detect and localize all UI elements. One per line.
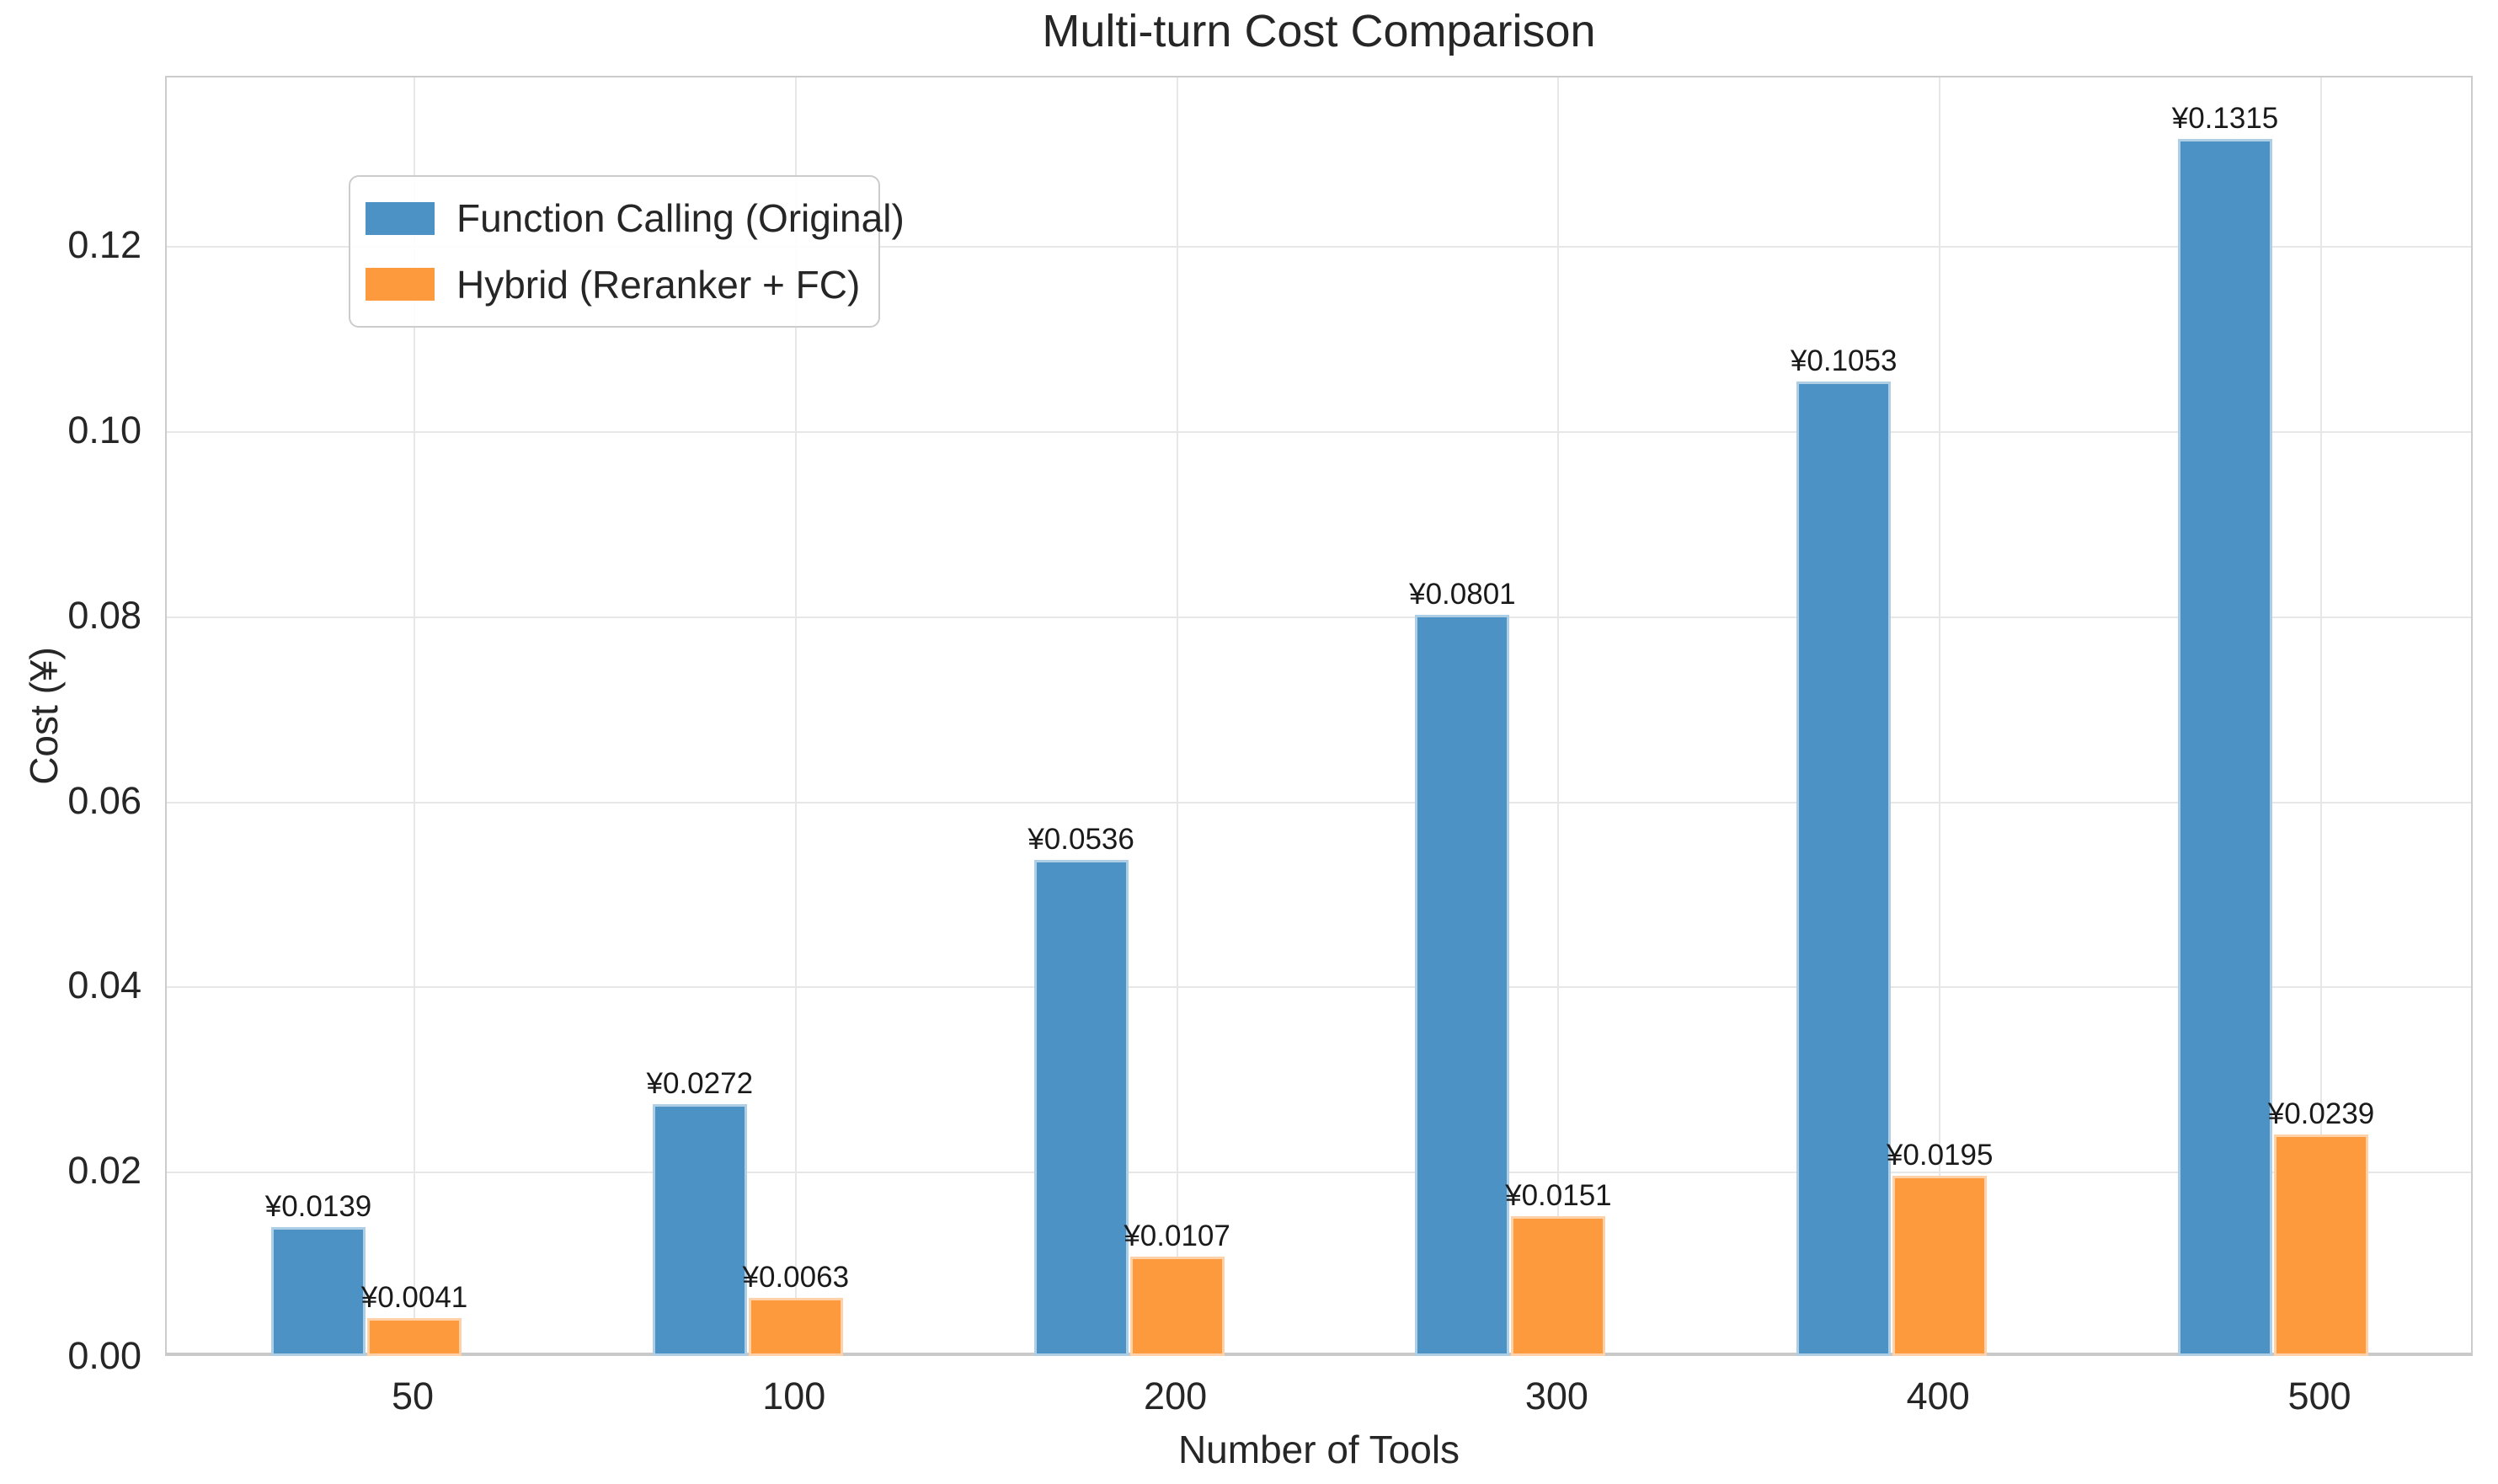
v-gridline <box>2320 77 2322 1353</box>
bar-fc-200 <box>1033 859 1129 1356</box>
v-gridline <box>1557 77 1560 1353</box>
bar-fc-400 <box>1796 381 1892 1356</box>
x-axis-label: Number of Tools <box>1177 1428 1460 1471</box>
h-gridline <box>167 801 2471 803</box>
legend-label: Function Calling (Original) <box>456 196 905 241</box>
h-gridline <box>167 246 2471 248</box>
legend-item-hybrid: Hybrid (Reranker + FC) <box>366 262 878 307</box>
x-tick-label: 100 <box>762 1375 826 1417</box>
v-gridline <box>1176 77 1178 1353</box>
x-tick-label: 50 <box>391 1375 435 1417</box>
bar-hybrid-400 <box>1892 1175 1988 1356</box>
y-tick-label: 0.12 <box>67 223 141 267</box>
bar-value-label: ¥0.0801 <box>1409 577 1516 611</box>
v-gridline <box>1939 77 1941 1353</box>
x-tick-label: 300 <box>1524 1375 1588 1417</box>
bar-fc-100 <box>652 1104 747 1356</box>
h-gridline <box>167 986 2471 989</box>
bar-hybrid-50 <box>367 1317 462 1356</box>
y-axis-label: Cost (¥) <box>22 647 66 785</box>
y-tick-label: 0.02 <box>67 1149 141 1193</box>
plot-area: ¥0.0139 ¥0.0272 ¥0.0536 ¥0.0801 ¥0.1053 ¥0.13… <box>165 76 2473 1356</box>
bar-fc-500 <box>2178 138 2272 1356</box>
x-tick-label: 200 <box>1144 1375 1208 1417</box>
y-tick-label: 0.06 <box>67 778 141 822</box>
legend-swatch-orange <box>366 268 435 302</box>
legend: Function Calling (Original) Hybrid (Rera… <box>349 175 905 328</box>
h-gridline <box>167 616 2471 618</box>
bar-hybrid-200 <box>1129 1257 1225 1356</box>
bar-hybrid-100 <box>748 1297 843 1356</box>
legend-swatch-blue <box>366 201 435 235</box>
legend-label: Hybrid (Reranker + FC) <box>456 262 861 307</box>
h-gridline <box>167 430 2471 433</box>
x-tick-label: 400 <box>1906 1375 1970 1417</box>
bar-hybrid-300 <box>1511 1216 1606 1356</box>
y-tick-label: 0.10 <box>67 408 141 451</box>
y-tick-label: 0.04 <box>67 964 141 1007</box>
v-gridline <box>414 77 415 1353</box>
bar-value-label: ¥0.0139 <box>264 1190 372 1224</box>
bar-value-label: ¥0.0239 <box>2267 1097 2375 1131</box>
y-tick-label: 0.08 <box>67 593 141 637</box>
bar-fc-300 <box>1415 614 1510 1356</box>
chart-title: Multi-turn Cost Comparison <box>1042 6 1596 56</box>
bar-value-label: ¥0.0041 <box>360 1280 468 1314</box>
bar-value-label: ¥0.0063 <box>742 1260 850 1294</box>
bar-value-label: ¥0.1053 <box>1790 344 1898 377</box>
v-gridline <box>794 77 797 1353</box>
bar-value-label: ¥0.1315 <box>2171 101 2279 135</box>
y-tick-label: 0.00 <box>67 1334 141 1377</box>
h-gridline <box>167 1172 2471 1174</box>
bar-hybrid-500 <box>2274 1134 2368 1356</box>
bar-value-label: ¥0.0536 <box>1027 822 1134 856</box>
bar-fc-50 <box>271 1227 366 1356</box>
x-tick-label: 500 <box>2287 1375 2351 1417</box>
bar-value-label: ¥0.0151 <box>1505 1179 1612 1213</box>
bar-value-label: ¥0.0195 <box>1886 1138 1994 1172</box>
bar-value-label: ¥0.0107 <box>1124 1220 1230 1253</box>
legend-item-function-calling: Function Calling (Original) <box>366 195 905 241</box>
bar-value-label: ¥0.0272 <box>646 1067 754 1101</box>
